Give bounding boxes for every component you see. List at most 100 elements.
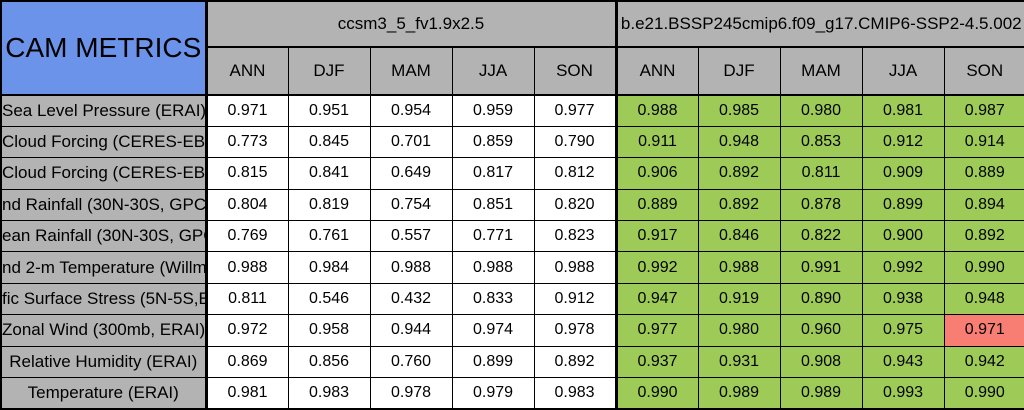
- metric-cell-model1: 0.817: [451, 157, 535, 190]
- metric-cell-model2: 0.899: [861, 188, 945, 222]
- model1-header: ccsm3_5_fv1.9x2.5: [204, 0, 617, 48]
- row-label: Temperature (ERAI): [0, 377, 207, 410]
- metric-cell-model1: 0.845: [287, 125, 371, 159]
- metric-cell-model2: 0.912: [861, 125, 945, 159]
- metric-cell-model1: 0.869: [204, 345, 289, 379]
- metric-cell-model2: 0.894: [943, 188, 1024, 222]
- metric-cell-model2: 0.931: [697, 345, 781, 379]
- metric-cell-model1: 0.988: [451, 251, 535, 284]
- season-header-mam-model1: MAM: [369, 46, 453, 96]
- season-header-ann-model2: ANN: [614, 46, 699, 96]
- metric-cell-model1: 0.912: [533, 282, 617, 316]
- table-row: nd 2-m Temperature (Willmo 0.988 0.984 0.98…: [0, 251, 1024, 284]
- metric-cell-model2: 0.937: [614, 345, 699, 379]
- row-label: Zonal Wind (300mb, ERAI): [0, 314, 207, 347]
- metric-cell-model1: 0.833: [451, 282, 535, 316]
- table-row: Cloud Forcing (CERES-EB 0.815 0.841 0.649 0.…: [0, 157, 1024, 190]
- table-row: Relative Humidity (ERAI) 0.869 0.856 0.760 0…: [0, 345, 1024, 379]
- season-header-row: ANN DJF MAM JJA SON ANN DJF MAM JJA SON: [1, 46, 1024, 96]
- metric-cell-model1: 0.649: [369, 157, 453, 190]
- metric-cell-model1: 0.851: [451, 188, 535, 222]
- metric-cell-model1: 0.959: [451, 94, 535, 127]
- metric-cell-model2: 0.917: [614, 220, 699, 253]
- metric-cell-model1: 0.432: [369, 282, 453, 316]
- metric-cell-model2: 0.971: [943, 314, 1024, 347]
- metric-cell-model1: 0.819: [287, 188, 371, 222]
- metric-cell-model1: 0.983: [533, 377, 617, 410]
- metric-cell-model2: 0.980: [779, 94, 863, 127]
- season-header-mam-model2: MAM: [779, 46, 863, 96]
- metric-cell-model2: 0.889: [614, 188, 699, 222]
- metric-cell-model2: 0.892: [697, 157, 781, 190]
- metric-cell-model2: 0.906: [614, 157, 699, 190]
- table-title: CAM METRICS: [0, 0, 208, 96]
- metric-cell-model2: 0.811: [779, 157, 863, 190]
- metric-cell-model1: 0.958: [287, 314, 371, 347]
- metric-cell-model2: 0.909: [861, 157, 945, 190]
- metric-cell-model1: 0.984: [287, 251, 371, 284]
- season-header-djf-model2: DJF: [697, 46, 781, 96]
- metric-cell-model1: 0.978: [533, 314, 617, 347]
- metric-cell-model1: 0.988: [369, 251, 453, 284]
- season-header-djf-model1: DJF: [287, 46, 371, 96]
- metric-cell-model2: 0.989: [697, 377, 781, 410]
- metric-cell-model2: 0.992: [614, 251, 699, 284]
- metric-cell-model2: 0.992: [861, 251, 945, 284]
- season-header-jja-model1: JJA: [451, 46, 535, 96]
- metric-cell-model1: 0.856: [287, 345, 371, 379]
- metric-cell-model2: 0.846: [697, 220, 781, 253]
- metric-cell-model2: 0.911: [614, 125, 699, 159]
- metric-cell-model1: 0.841: [287, 157, 371, 190]
- metric-cell-model2: 0.988: [614, 94, 699, 127]
- metric-cell-model2: 0.914: [943, 125, 1024, 159]
- row-label: ean Rainfall (30N-30S, GPC: [0, 220, 207, 253]
- metric-cell-model1: 0.546: [287, 282, 371, 316]
- row-label: nd Rainfall (30N-30S, GPC: [0, 188, 207, 222]
- metric-cell-model1: 0.977: [533, 94, 617, 127]
- metric-cell-model2: 0.948: [943, 282, 1024, 316]
- metric-cell-model1: 0.979: [451, 377, 535, 410]
- metric-cell-model1: 0.944: [369, 314, 453, 347]
- metric-cell-model1: 0.771: [451, 220, 535, 253]
- metric-cell-model1: 0.978: [369, 377, 453, 410]
- metric-cell-model2: 0.947: [614, 282, 699, 316]
- metric-cell-model1: 0.892: [533, 345, 617, 379]
- metric-cell-model2: 0.993: [861, 377, 945, 410]
- metric-cell-model1: 0.760: [369, 345, 453, 379]
- season-header-ann-model1: ANN: [204, 46, 289, 96]
- table-row: ean Rainfall (30N-30S, GPC 0.769 0.761 0.55…: [0, 220, 1024, 253]
- metric-cell-model2: 0.985: [697, 94, 781, 127]
- table-row: Cloud Forcing (CERES-EB 0.773 0.845 0.701 0.…: [0, 125, 1024, 159]
- metric-cell-model2: 0.991: [779, 251, 863, 284]
- row-label: nd 2-m Temperature (Willmo: [0, 251, 207, 284]
- metric-cell-model2: 0.990: [943, 377, 1024, 410]
- metric-cell-model2: 0.980: [697, 314, 781, 347]
- table-row: Zonal Wind (300mb, ERAI) 0.972 0.958 0.944 0…: [0, 314, 1024, 347]
- metric-cell-model1: 0.974: [451, 314, 535, 347]
- table-row: fic Surface Stress (5N-5S,E 0.811 0.546 0.4…: [0, 282, 1024, 316]
- metric-cell-model2: 0.889: [943, 157, 1024, 190]
- metric-cell-model2: 0.822: [779, 220, 863, 253]
- metric-cell-model1: 0.804: [204, 188, 289, 222]
- metric-cell-model1: 0.815: [204, 157, 289, 190]
- metric-cell-model1: 0.754: [369, 188, 453, 222]
- row-label: fic Surface Stress (5N-5S,E: [0, 282, 207, 316]
- metric-cell-model1: 0.988: [533, 251, 617, 284]
- metric-cell-model2: 0.990: [614, 377, 699, 410]
- row-label: Relative Humidity (ERAI): [0, 345, 207, 379]
- model-header-row: CAM METRICS ccsm3_5_fv1.9x2.5 b.e21.BSSP…: [0, 0, 1024, 96]
- metric-cell-model1: 0.899: [451, 345, 535, 379]
- metric-cell-model2: 0.987: [943, 94, 1024, 127]
- metric-cell-model2: 0.990: [943, 251, 1024, 284]
- metric-cell-model1: 0.701: [369, 125, 453, 159]
- metric-cell-model2: 0.908: [779, 345, 863, 379]
- metric-cell-model1: 0.812: [533, 157, 617, 190]
- metric-cell-model2: 0.960: [779, 314, 863, 347]
- metric-cell-model1: 0.557: [369, 220, 453, 253]
- metric-cell-model1: 0.820: [533, 188, 617, 222]
- metric-cell-model1: 0.981: [204, 377, 289, 410]
- metric-cell-model1: 0.971: [204, 94, 289, 127]
- metric-cell-model1: 0.769: [204, 220, 289, 253]
